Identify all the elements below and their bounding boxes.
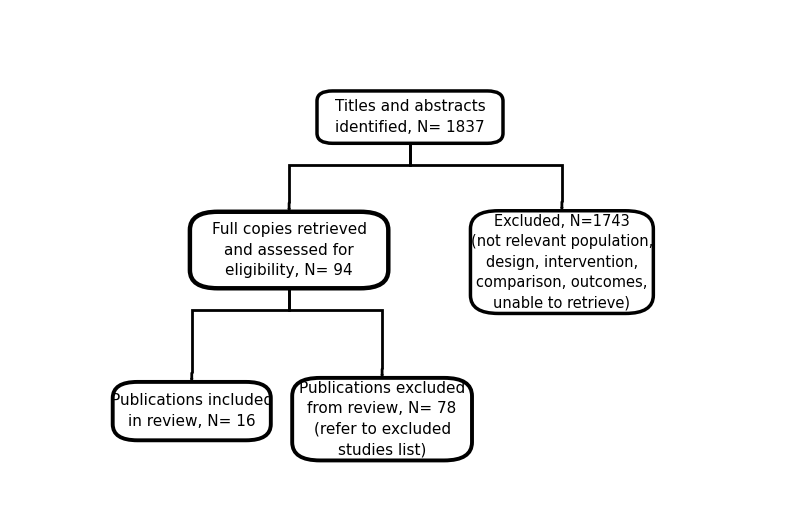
Text: Full copies retrieved
and assessed for
eligibility, N= 94: Full copies retrieved and assessed for e…: [211, 222, 366, 278]
Text: Publications included
in review, N= 16: Publications included in review, N= 16: [110, 393, 273, 429]
Text: Publications excluded
from review, N= 78
(refer to excluded
studies list): Publications excluded from review, N= 78…: [299, 381, 466, 457]
FancyBboxPatch shape: [470, 211, 654, 313]
FancyBboxPatch shape: [113, 382, 271, 440]
FancyBboxPatch shape: [190, 212, 388, 288]
Text: Excluded, N=1743
(not relevant population,
design, intervention,
comparison, out: Excluded, N=1743 (not relevant populatio…: [470, 214, 653, 311]
FancyBboxPatch shape: [292, 378, 472, 460]
FancyBboxPatch shape: [317, 91, 503, 143]
Text: Titles and abstracts
identified, N= 1837: Titles and abstracts identified, N= 1837: [334, 99, 486, 135]
